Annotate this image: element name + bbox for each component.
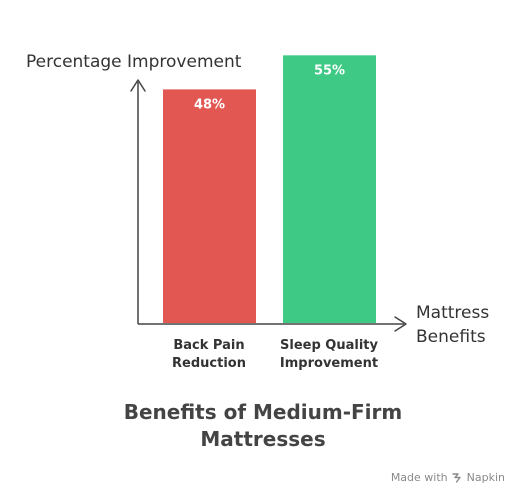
bar-back-pain-reduction [163,89,256,324]
bar-sleep-quality-improvement [283,55,376,323]
x-axis-label-line-2: Benefits [416,327,486,347]
tick-label-sleep-quality-line-2: Improvement [280,356,378,371]
x-axis-arrow [394,316,407,332]
napkin-logo-icon [451,472,463,483]
y-axis-label: Percentage Improvement [26,52,242,72]
footer-attribution: Made with Napkin [391,471,505,484]
tick-label-sleep-quality-line-1: Sleep Quality [280,338,378,353]
napkin-brand-text: Napkin [466,471,505,484]
made-with-text: Made with [390,471,448,484]
x-tick-labels: Back Pain Reduction Sleep Quality Improv… [172,338,378,371]
data-label-back-pain-reduction: 48% [194,97,225,112]
bar-marks: 48% 55% [163,55,376,324]
tick-label-back-pain-line-2: Reduction [172,356,246,371]
y-axis-arrow [130,79,146,92]
chart-title-line-1: Benefits of Medium-Firm [124,400,403,424]
data-label-sleep-quality-improvement: 55% [314,63,345,78]
tick-label-back-pain-line-1: Back Pain [173,338,244,353]
x-axis-label-line-1: Mattress [416,303,489,323]
chart-title-line-2: Mattresses [200,427,325,451]
